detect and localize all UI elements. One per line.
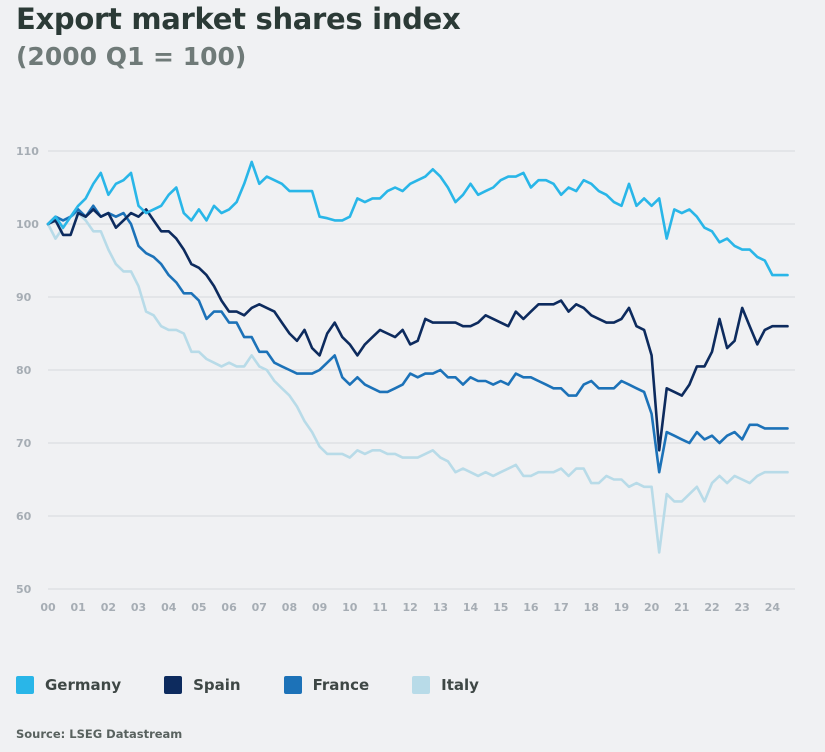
x-tick-label: 06	[221, 601, 237, 614]
x-tick-label: 13	[433, 601, 448, 614]
x-axis: 00 01 02 03 04 05 06 07 08 09 10 11 12 13 14 15 16 17 18 19…	[40, 601, 780, 614]
series-line-spain	[46, 208, 789, 452]
grid-layer	[48, 150, 795, 590]
legend-swatch-france	[283, 676, 302, 694]
y-tick-label: 110	[16, 145, 39, 158]
legend-label-spain: Spain	[193, 676, 241, 694]
chart-title: Export market shares index	[16, 2, 461, 36]
x-tick-label: 02	[101, 601, 116, 614]
legend-label-germany: Germany	[45, 676, 122, 694]
legend-swatch-spain	[164, 676, 183, 694]
x-tick-label: 04	[161, 601, 177, 614]
x-tick-label: 24	[765, 601, 781, 614]
x-tick-label: 12	[403, 601, 418, 614]
x-tick-label: 15	[493, 601, 508, 614]
x-tick-label: 22	[704, 601, 719, 614]
x-tick-label: 08	[282, 601, 297, 614]
y-tick-label: 90	[16, 291, 32, 304]
y-tick-label: 80	[16, 364, 32, 377]
legend-item-spain: Spain	[164, 676, 241, 694]
series-line-italy	[46, 211, 789, 554]
x-tick-label: 19	[614, 601, 629, 614]
legend: Germany Spain France Italy	[16, 676, 522, 694]
x-tick-label: 09	[312, 601, 327, 614]
legend-item-germany: Germany	[16, 676, 121, 694]
legend-item-italy: Italy	[412, 676, 479, 694]
x-tick-label: 20	[644, 601, 660, 614]
y-tick-label: 60	[16, 510, 32, 523]
y-axis: 110 100 90 80 70 60 50	[16, 145, 39, 596]
x-tick-label: 23	[735, 601, 750, 614]
x-tick-label: 17	[553, 601, 568, 614]
legend-swatch-germany	[16, 676, 34, 694]
line-chart: 110 100 90 80 70 60 50 00 01 02 03 04 05 06 07 08 09 10 1…	[16, 145, 795, 614]
legend-label-france: France	[312, 676, 370, 694]
x-tick-label: 18	[584, 601, 599, 614]
y-tick-label: 70	[16, 437, 32, 450]
y-tick-label: 100	[16, 218, 39, 231]
x-tick-label: 05	[191, 601, 206, 614]
x-tick-label: 21	[674, 601, 689, 614]
x-tick-label: 14	[463, 601, 479, 614]
y-tick-label: 50	[16, 583, 32, 596]
x-tick-label: 07	[252, 601, 267, 614]
x-tick-label: 01	[71, 601, 86, 614]
x-tick-label: 03	[131, 601, 146, 614]
source-note: Source: LSEG Datastream	[16, 727, 183, 741]
x-tick-label: 16	[523, 601, 539, 614]
x-tick-label: 00	[40, 601, 56, 614]
legend-label-italy: Italy	[441, 676, 479, 694]
series-line-france	[46, 204, 789, 474]
chart-subtitle: (2000 Q1 = 100)	[16, 42, 247, 71]
x-tick-label: 11	[372, 601, 387, 614]
legend-swatch-italy	[412, 676, 431, 694]
x-tick-label: 10	[342, 601, 358, 614]
series-line-germany	[46, 160, 789, 277]
series-layer	[46, 160, 789, 554]
legend-item-france: France	[283, 676, 370, 694]
